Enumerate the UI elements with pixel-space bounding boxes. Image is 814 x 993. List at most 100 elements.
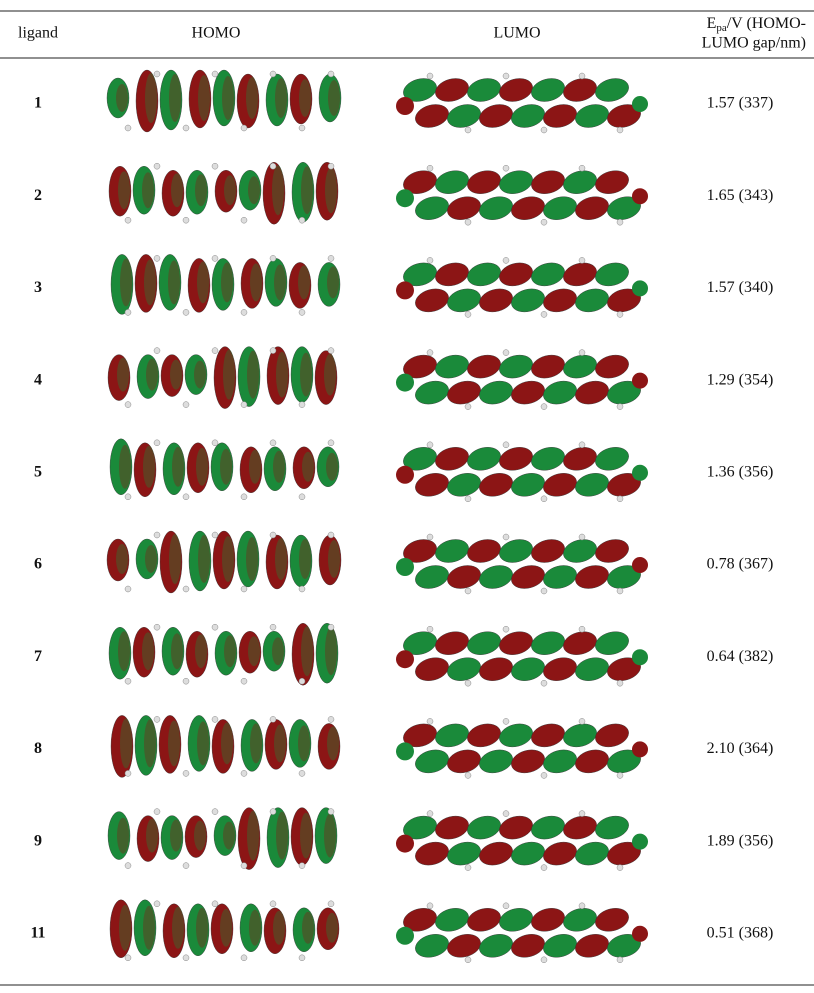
- lumo-end-lobe: [632, 280, 648, 296]
- ligand-number: 8: [34, 740, 42, 757]
- homo-lobe-shadow: [170, 360, 182, 390]
- lumo-lobe: [529, 720, 568, 750]
- lumo-lobe: [433, 720, 472, 750]
- lumo-lobe: [413, 101, 452, 131]
- lumo-lobe: [497, 259, 536, 289]
- lumo-lobe: [465, 813, 504, 843]
- homo-lobe-shadow: [116, 84, 128, 112]
- homo-lobe-shadow: [170, 820, 182, 852]
- homo-orbital: [107, 531, 341, 593]
- lumo-lobe: [529, 167, 568, 197]
- hydrogen-atom: [541, 127, 547, 133]
- hydrogen-atom: [212, 901, 218, 907]
- hydrogen-atom: [617, 311, 623, 317]
- lumo-lobe: [529, 536, 568, 566]
- lumo-lobe: [593, 444, 632, 474]
- hydrogen-atom: [299, 863, 305, 869]
- lumo-lobe: [413, 654, 452, 684]
- hydrogen-atom: [212, 71, 218, 77]
- hydrogen-atom: [465, 496, 471, 502]
- lumo-lobe: [561, 905, 600, 935]
- lumo-lobe: [593, 259, 632, 289]
- lumo-lobe: [465, 259, 504, 289]
- lumo-lobe: [477, 470, 516, 500]
- lumo-lobe: [573, 654, 612, 684]
- hydrogen-atom: [503, 534, 509, 540]
- homo-lobe-shadow: [194, 821, 206, 851]
- homo-lobe-shadow: [195, 634, 207, 668]
- hydrogen-atom: [328, 440, 334, 446]
- hydrogen-atom: [617, 865, 623, 871]
- lumo-lobe: [413, 285, 452, 315]
- homo-lobe-shadow: [328, 80, 340, 116]
- homo-lobe-shadow: [224, 635, 236, 667]
- lumo-end-lobe: [396, 558, 414, 576]
- lumo-lobe: [593, 75, 632, 105]
- lumo-lobe: [433, 75, 472, 105]
- lumo-lobe: [561, 536, 600, 566]
- hydrogen-atom: [212, 809, 218, 815]
- lumo-lobe: [593, 628, 632, 658]
- header-energy: Epa/V (HOMO-: [707, 15, 806, 34]
- hydrogen-atom: [183, 770, 189, 776]
- lumo-lobe: [477, 101, 516, 131]
- lumo-lobe: [477, 193, 516, 223]
- lumo-lobe: [529, 259, 568, 289]
- header-energy-line2: LUMO gap/nm): [702, 35, 806, 52]
- hydrogen-atom: [183, 586, 189, 592]
- hydrogen-atom: [241, 402, 247, 408]
- hydrogen-atom: [125, 955, 131, 961]
- lumo-lobe: [593, 167, 632, 197]
- lumo-lobe: [445, 285, 484, 315]
- hydrogen-atom: [328, 809, 334, 815]
- energy-value: 1.29 (354): [707, 371, 774, 388]
- lumo-lobe: [509, 839, 548, 869]
- homo-lobe-shadow: [326, 453, 338, 481]
- homo-lobe-shadow: [145, 73, 157, 123]
- ligand-number: 9: [34, 832, 42, 849]
- energy-value: 1.57 (337): [707, 95, 774, 112]
- homo-lobe-shadow: [273, 451, 285, 483]
- lumo-lobe: [465, 352, 504, 382]
- hydrogen-atom: [299, 770, 305, 776]
- hydrogen-atom: [617, 957, 623, 963]
- homo-lobe-shadow: [142, 172, 154, 208]
- lumo-lobe: [573, 285, 612, 315]
- energy-value: 0.51 (368): [707, 924, 774, 941]
- lumo-lobe: [433, 167, 472, 197]
- lumo-orbital: [396, 73, 648, 133]
- lumo-lobe: [477, 931, 516, 961]
- hydrogen-atom: [328, 716, 334, 722]
- lumo-lobe: [573, 746, 612, 776]
- hydrogen-atom: [270, 71, 276, 77]
- hydrogen-atom: [579, 257, 585, 263]
- lumo-lobe: [509, 193, 548, 223]
- hydrogen-atom: [328, 532, 334, 538]
- lumo-end-lobe: [632, 557, 648, 573]
- hydrogen-atom: [125, 678, 131, 684]
- hydrogen-atom: [183, 402, 189, 408]
- lumo-lobe: [573, 839, 612, 869]
- lumo-orbital: [396, 257, 648, 317]
- homo-lobe-shadow: [197, 721, 209, 765]
- lumo-lobe: [497, 352, 536, 382]
- homo-lobe-shadow: [196, 448, 208, 486]
- homo-lobe-shadow: [301, 166, 313, 214]
- lumo-lobe: [509, 470, 548, 500]
- hydrogen-atom: [541, 772, 547, 778]
- homo-lobe-shadow: [144, 719, 156, 767]
- lumo-lobe: [593, 813, 632, 843]
- lumo-lobe: [529, 444, 568, 474]
- hydrogen-atom: [241, 494, 247, 500]
- hydrogen-atom: [154, 440, 160, 446]
- hydrogen-atom: [579, 626, 585, 632]
- hydrogen-atom: [328, 348, 334, 354]
- hydrogen-atom: [125, 770, 131, 776]
- homo-lobe-shadow: [168, 260, 180, 304]
- lumo-lobe: [413, 193, 452, 223]
- lumo-lobe: [433, 444, 472, 474]
- homo-lobe-shadow: [224, 175, 236, 205]
- homo-lobe-shadow: [171, 173, 183, 207]
- lumo-end-lobe: [396, 189, 414, 207]
- hydrogen-atom: [154, 163, 160, 169]
